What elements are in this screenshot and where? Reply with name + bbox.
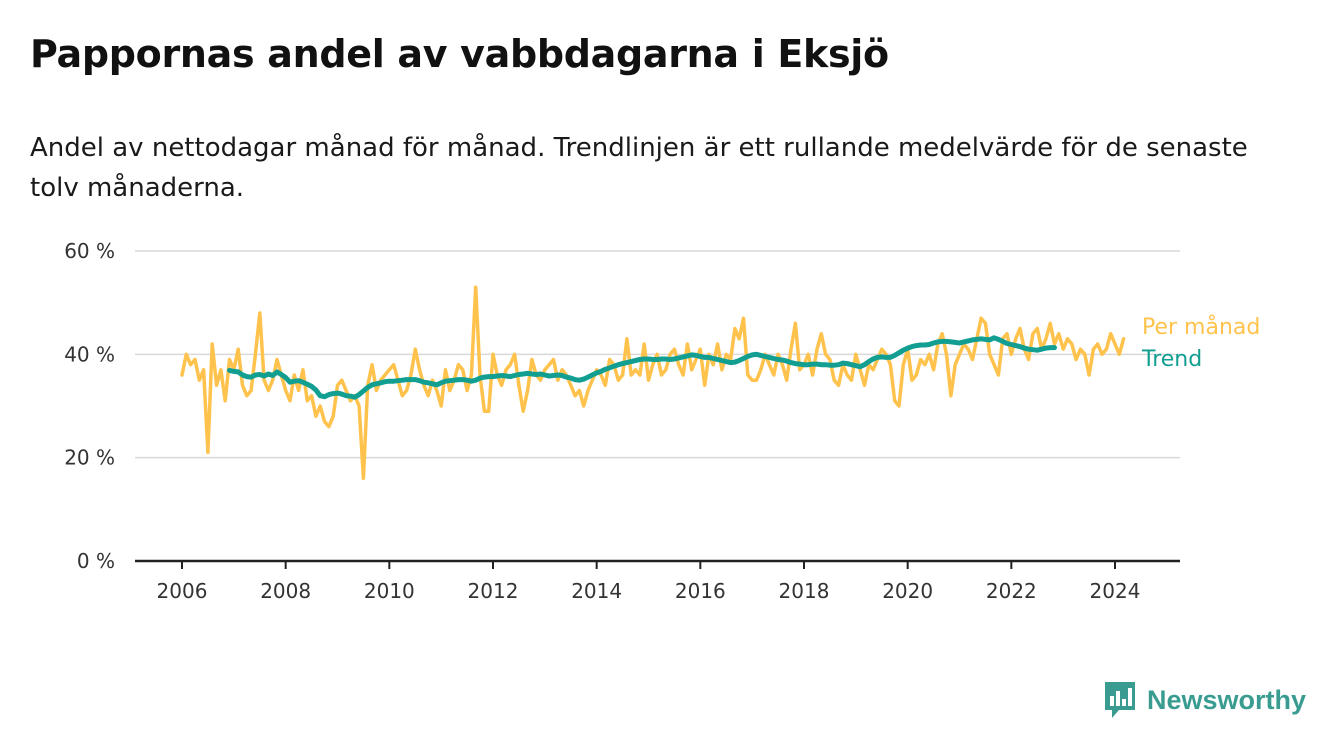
y-axis-ticks: 0 % 20 % 40 % 60 % [64,239,115,573]
legend-label-per-manad: Per månad [1142,314,1260,340]
x-axis-ticks: 2006 2008 2010 2012 2014 2016 2018 2020 2022 2024 [157,561,1141,603]
series-line-trend [227,335,1057,400]
x-tick-label: 2006 [157,579,208,603]
chart-title: Pappornas andel av vabbdagarna i Eksjö [30,32,889,76]
y-tick-label: 40 % [64,342,115,366]
legend: Per månad Trend [1141,314,1260,372]
legend-label-trend: Trend [1141,347,1202,372]
newsworthy-brand: Newsworthy [1103,680,1306,720]
x-tick-label: 2010 [364,579,415,603]
x-tick-label: 2018 [779,579,830,603]
x-tick-label: 2022 [986,579,1037,603]
x-tick-label: 2008 [260,579,311,603]
chart-subtitle: Andel av nettodagar månad för månad. Tre… [30,133,1248,203]
brand-name: Newsworthy [1147,684,1307,715]
x-tick-label: 2020 [882,579,933,603]
y-tick-label: 60 % [64,239,115,263]
x-tick-label: 2014 [571,579,622,603]
series-line-per-manad [180,285,1126,481]
gridlines [135,250,1180,563]
x-tick-label: 2024 [1090,579,1141,603]
x-tick-label: 2016 [675,579,726,603]
y-tick-label: 20 % [64,446,115,470]
bar-chart-speech-bubble-icon [1105,682,1135,718]
x-tick-label: 2012 [468,579,519,603]
y-tick-label: 0 % [77,549,115,573]
series-lines [180,285,1126,481]
